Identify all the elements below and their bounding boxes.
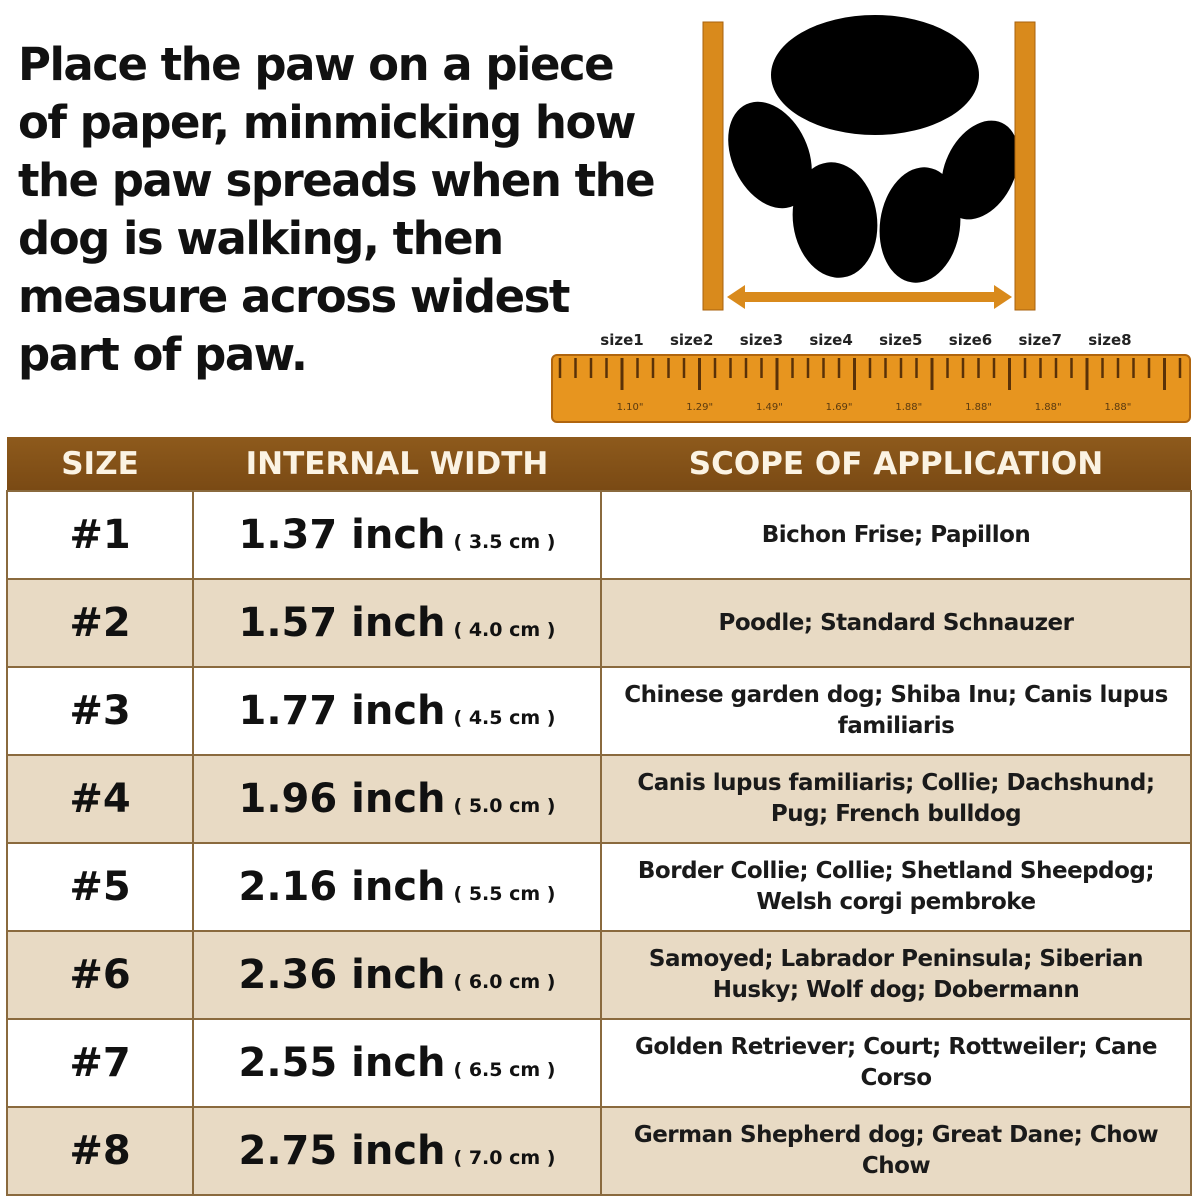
- right-guide-bar: [1014, 21, 1036, 311]
- width-inch: 2.16 inch: [238, 864, 446, 910]
- ruler-value-label: 1.10": [617, 402, 644, 413]
- width-cell: 2.16 inch ( 5.5 cm ): [192, 842, 602, 932]
- ruler-value-label: 1.88": [965, 402, 992, 413]
- ruler-size-label: size4: [809, 331, 852, 349]
- scope-cell: German Shepherd dog; Great Dane; Chow Ch…: [600, 1106, 1192, 1196]
- scope-cell: Golden Retriever; Court; Rottweiler; Can…: [600, 1018, 1192, 1108]
- table-row: #7 2.55 inch ( 6.5 cm ) Golden Retriever;…: [6, 1018, 1192, 1108]
- width-inch: 2.36 inch: [238, 952, 446, 998]
- size-cell: #5: [6, 842, 194, 932]
- width-arrow-icon: [727, 285, 1012, 309]
- width-cell: 2.36 inch ( 6.0 cm ): [192, 930, 602, 1020]
- ruler-value-label: 1.69": [826, 402, 853, 413]
- table-row: #3 1.77 inch ( 4.5 cm ) Chinese garden do…: [6, 666, 1192, 756]
- size-cell: #4: [6, 754, 194, 844]
- size-cell: #7: [6, 1018, 194, 1108]
- width-cm: ( 4.5 cm ): [453, 707, 556, 729]
- width-cm: ( 4.0 cm ): [453, 619, 556, 641]
- ruler-size-label: size3: [740, 331, 783, 349]
- header-scope: SCOPE OF APPLICATION: [601, 437, 1191, 491]
- scope-cell: Border Collie; Collie; Shetland Sheepdog…: [600, 842, 1192, 932]
- ruler-size-label: size6: [949, 331, 992, 349]
- header-internal-width: INTERNAL WIDTH: [193, 437, 601, 491]
- width-cell: 1.77 inch ( 4.5 cm ): [192, 666, 602, 756]
- width-inch: 1.96 inch: [238, 776, 446, 822]
- scope-cell: Bichon Frise; Papillon: [600, 490, 1192, 580]
- width-cell: 1.37 inch ( 3.5 cm ): [192, 490, 602, 580]
- ruler: [551, 354, 1191, 423]
- ruler-ticks: [558, 358, 1182, 390]
- width-inch: 1.37 inch: [238, 512, 446, 558]
- table-row: #4 1.96 inch ( 5.0 cm ) Canis lupus famil…: [6, 754, 1192, 844]
- ruler-size-label: size2: [670, 331, 713, 349]
- size-cell: #6: [6, 930, 194, 1020]
- ruler-value-label: 1.88": [895, 402, 922, 413]
- left-guide-bar: [702, 21, 724, 311]
- ruler-value-label: 1.88": [1035, 402, 1062, 413]
- ruler-value-label: 1.29": [686, 402, 713, 413]
- scope-cell: Samoyed; Labrador Peninsula; Siberian Hu…: [600, 930, 1192, 1020]
- width-cm: ( 6.0 cm ): [453, 971, 556, 993]
- table-row: #2 1.57 inch ( 4.0 cm ) Poodle; Standard …: [6, 578, 1192, 668]
- width-cm: ( 3.5 cm ): [453, 531, 556, 553]
- size-cell: #8: [6, 1106, 194, 1196]
- width-cm: ( 5.5 cm ): [453, 883, 556, 905]
- ruler-size-label: size7: [1018, 331, 1061, 349]
- width-cell: 1.57 inch ( 4.0 cm ): [192, 578, 602, 668]
- ruler-value-label: 1.49": [756, 402, 783, 413]
- size-chart-table: SIZE INTERNAL WIDTH SCOPE OF APPLICATION…: [6, 437, 1192, 1196]
- width-cell: 1.96 inch ( 5.0 cm ): [192, 754, 602, 844]
- scope-cell: Poodle; Standard Schnauzer: [600, 578, 1192, 668]
- width-cell: 2.55 inch ( 6.5 cm ): [192, 1018, 602, 1108]
- scope-cell: Chinese garden dog; Shiba Inu; Canis lup…: [600, 666, 1192, 756]
- width-inch: 1.77 inch: [238, 688, 446, 734]
- ruler-size-label: size5: [879, 331, 922, 349]
- paw-print-icon: [728, 15, 1019, 283]
- size-cell: #1: [6, 490, 194, 580]
- scope-cell: Canis lupus familiaris; Collie; Dachshun…: [600, 754, 1192, 844]
- header-size: SIZE: [7, 437, 193, 491]
- table-row: #5 2.16 inch ( 5.5 cm ) Border Collie; Co…: [6, 842, 1192, 932]
- width-inch: 1.57 inch: [238, 600, 446, 646]
- size-cell: #3: [6, 666, 194, 756]
- table-row: #8 2.75 inch ( 7.0 cm ) German Shepherd d…: [6, 1106, 1192, 1196]
- ruler-size-label: size1: [600, 331, 643, 349]
- ruler-size-label: size8: [1088, 331, 1131, 349]
- table-row: #1 1.37 inch ( 3.5 cm ) Bichon Frise; Pap…: [6, 490, 1192, 580]
- ruler-value-label: 1.88": [1104, 402, 1131, 413]
- width-cell: 2.75 inch ( 7.0 cm ): [192, 1106, 602, 1196]
- instructions-text: Place the paw on a piece of paper, minmi…: [18, 38, 656, 381]
- width-cm: ( 5.0 cm ): [453, 795, 556, 817]
- width-inch: 2.75 inch: [238, 1128, 446, 1174]
- width-cm: ( 7.0 cm ): [453, 1147, 556, 1169]
- size-cell: #2: [6, 578, 194, 668]
- width-inch: 2.55 inch: [238, 1040, 446, 1086]
- paw-measurement-illustration: size1 1.10" size2 1.29" size3 1.49" size4 1.69"…: [551, 15, 1191, 423]
- width-cm: ( 6.5 cm ): [453, 1059, 556, 1081]
- table-row: #6 2.36 inch ( 6.0 cm ) Samoyed; Labrador…: [6, 930, 1192, 1020]
